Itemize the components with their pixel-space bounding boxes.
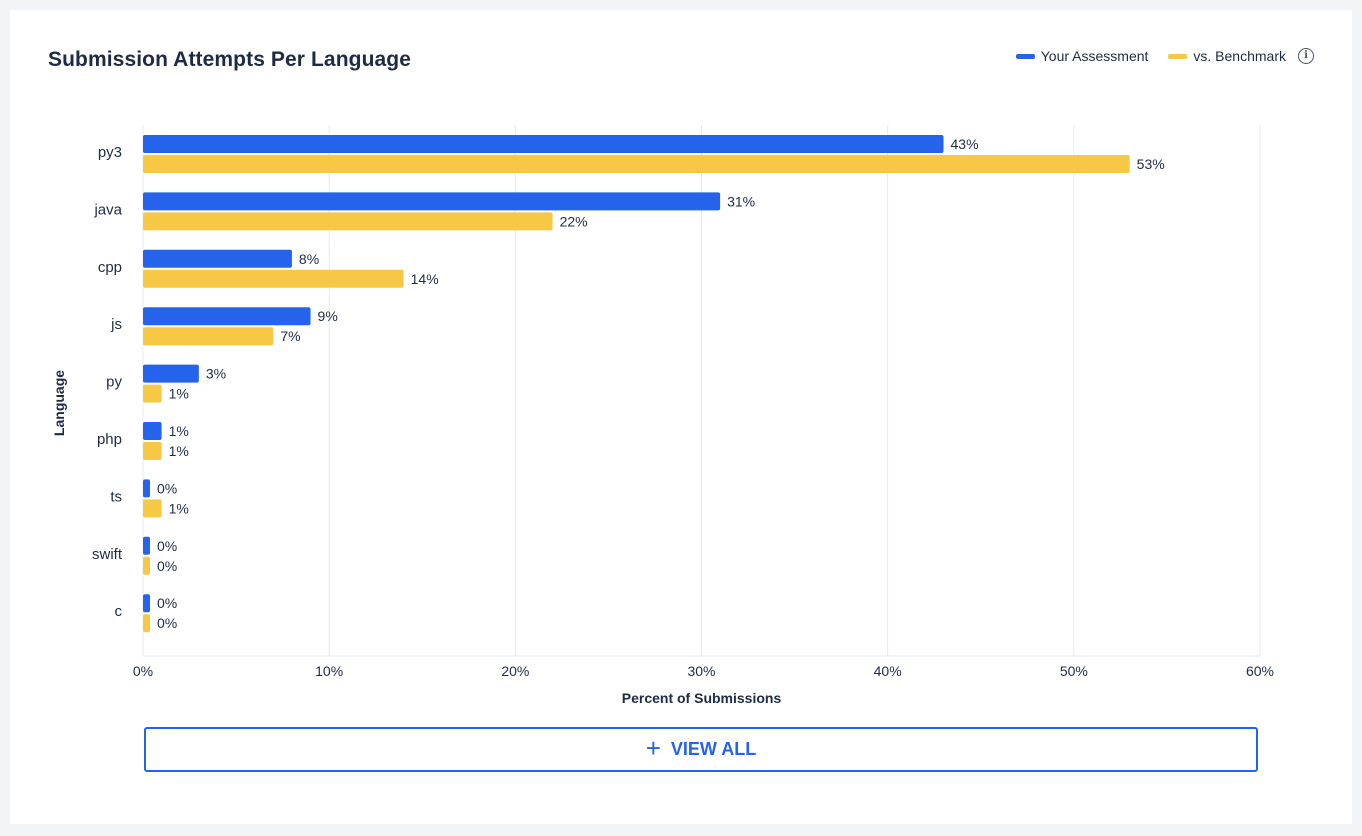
view-all-button[interactable]: + VIEW ALL [144, 727, 1258, 772]
bar-benchmark [143, 155, 1130, 173]
y-tick-label: java [93, 201, 122, 218]
data-label: 0% [157, 480, 177, 496]
data-label: 31% [727, 193, 755, 209]
data-label: 0% [157, 595, 177, 611]
bar-benchmark [143, 556, 150, 575]
data-label: 22% [560, 213, 588, 229]
legend-label: vs. Benchmark [1193, 48, 1286, 64]
bar-your-assessment [143, 135, 944, 153]
x-tick-label: 30% [687, 663, 715, 679]
x-tick-label: 40% [874, 663, 902, 679]
data-label: 0% [157, 538, 177, 554]
info-circle-icon[interactable]: i [1298, 48, 1314, 64]
x-tick-label: 0% [133, 663, 153, 679]
y-axis-label: Language [51, 370, 67, 436]
chart-card: Submission Attempts Per Language Your As… [10, 10, 1352, 824]
data-label: 0% [157, 615, 177, 631]
data-label: 14% [411, 271, 439, 287]
legend: Your Assessment vs. Benchmark i [1015, 48, 1314, 64]
x-tick-label: 60% [1246, 663, 1274, 679]
data-label: 9% [318, 308, 338, 324]
data-label: 3% [206, 366, 226, 382]
y-tick-label: swift [92, 546, 123, 563]
y-tick-label: ts [110, 488, 122, 505]
bar-benchmark [143, 442, 162, 460]
bar-chart: 0% 10% 20% 30% 40% 50% 60% Percent of Submissio… [51, 125, 1274, 706]
data-label: 8% [299, 251, 319, 267]
bar-your-assessment [143, 192, 721, 211]
plus-icon: + [645, 733, 661, 763]
bar-your-assessment [143, 249, 292, 268]
y-tick-label: py3 [98, 144, 122, 161]
bar-your-assessment [143, 536, 150, 555]
bar-your-assessment [143, 594, 150, 613]
legend-item-benchmark[interactable]: vs. Benchmark i [1168, 48, 1314, 64]
legend-item-your-assessment[interactable]: Your Assessment [1015, 48, 1149, 64]
legend-label: Your Assessment [1040, 48, 1149, 64]
data-label: 53% [1137, 156, 1165, 172]
bar-your-assessment [143, 307, 311, 326]
x-axis-label: Percent of Submissions [622, 690, 782, 706]
x-tick-label: 20% [501, 663, 529, 679]
bar-benchmark [143, 269, 404, 288]
x-tick-label: 50% [1060, 663, 1088, 679]
bar-benchmark [143, 499, 162, 518]
bar-benchmark [143, 384, 162, 403]
y-tick-label: php [97, 431, 122, 448]
y-tick-label: cpp [98, 259, 122, 276]
data-label: 1% [169, 386, 189, 402]
bar-your-assessment [143, 422, 162, 440]
data-label: 0% [157, 558, 177, 574]
data-label: 43% [951, 136, 979, 152]
bar-your-assessment [143, 364, 199, 383]
data-label: 1% [169, 443, 189, 459]
bar-benchmark [143, 614, 150, 633]
view-all-label: VIEW ALL [670, 739, 757, 759]
bar-benchmark [143, 212, 553, 231]
y-tick-label: py [106, 374, 122, 391]
legend-swatch-yellow [1168, 53, 1188, 59]
x-tick-label: 10% [315, 663, 343, 679]
data-label: 1% [169, 500, 189, 516]
bar-your-assessment [143, 479, 150, 498]
y-tick-label: c [115, 603, 123, 620]
legend-swatch-blue [1015, 53, 1035, 59]
bar-benchmark [143, 327, 274, 346]
data-label: 1% [169, 423, 189, 439]
data-label: 7% [280, 328, 300, 344]
y-tick-label: js [110, 316, 122, 333]
chart-title: Submission Attempts Per Language [48, 48, 411, 71]
